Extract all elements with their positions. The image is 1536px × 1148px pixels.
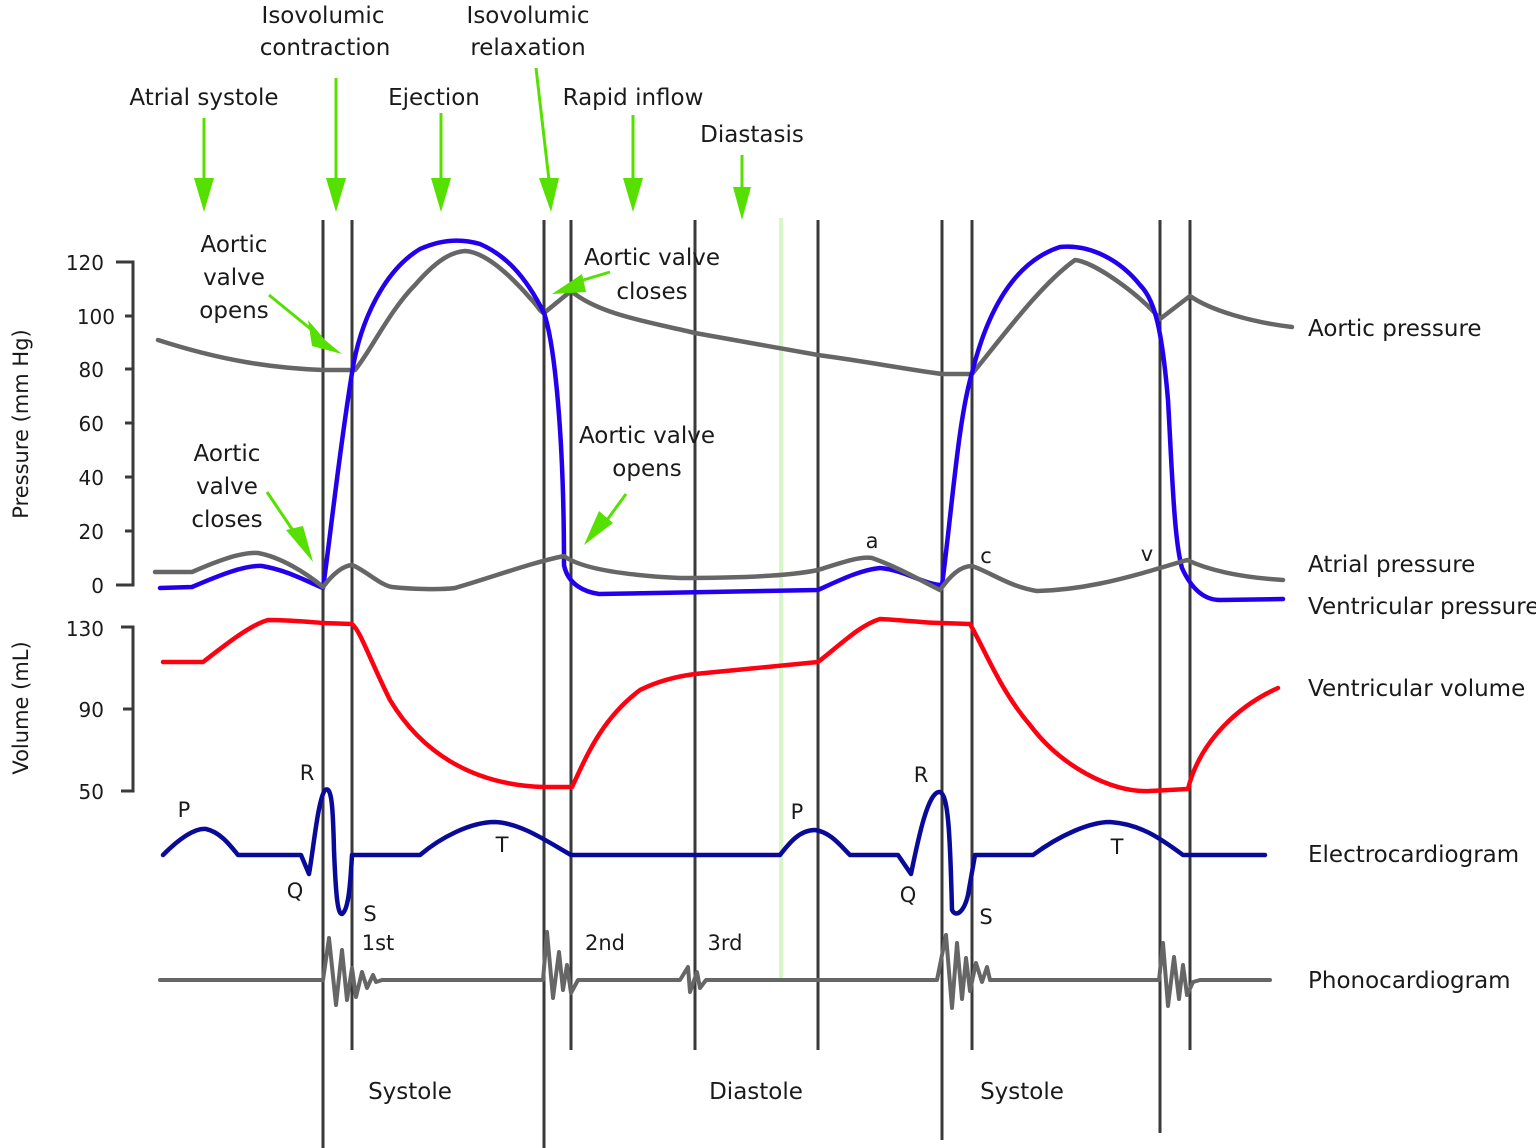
arrow-icon	[552, 270, 611, 294]
aortic-valve-closes-mid-line2: closes	[616, 279, 687, 305]
legend-ventricular-pressure: Ventricular pressure	[1308, 594, 1536, 620]
phase-isovolumic-relaxation-line1: Isovolumic	[467, 3, 590, 29]
ecg-p-wave-1: P	[178, 798, 191, 822]
pressure-tick-80: 80	[79, 358, 104, 382]
electrocardiogram-curve	[160, 787, 1268, 917]
atrial-wave-c: c	[980, 544, 992, 568]
phase-isovolumic-contraction-line1: Isovolumic	[262, 3, 385, 29]
phase-rapid-inflow: Rapid inflow	[563, 85, 704, 111]
aortic-valve-closes-left-line2: valve	[196, 474, 258, 500]
aortic-valve-closes-left-line3: closes	[191, 507, 262, 533]
arrow-down-icon	[194, 118, 214, 212]
cycle-phase-labels: Systole Diastole Systole	[368, 1079, 1064, 1105]
volume-tick-50: 50	[79, 780, 104, 804]
phase-isovolumic-relaxation-line2: relaxation	[470, 35, 585, 61]
legend-phonocardiogram: Phonocardiogram	[1308, 968, 1511, 994]
ecg-s-wave-1: S	[363, 902, 376, 926]
ecg-t-wave-2: T	[1110, 835, 1124, 859]
phase-atrial-systole: Atrial systole	[129, 85, 278, 111]
pressure-tick-20: 20	[79, 520, 104, 544]
phonocardiogram-curve	[158, 930, 1272, 1010]
arrow-down-icon	[534, 67, 559, 212]
aortic-pressure-curve	[155, 248, 1295, 377]
legend-atrial-pressure: Atrial pressure	[1308, 552, 1475, 578]
arrow-down-icon	[733, 155, 751, 220]
arrow-icon	[584, 493, 628, 545]
atrial-wave-a: a	[866, 529, 879, 553]
phase-labels: Atrial systole Isovolumic contraction Ej…	[129, 3, 803, 148]
pressure-axis-title: Pressure (mm Hg)	[9, 329, 33, 518]
valve-annotation-arrows	[265, 270, 628, 562]
arrow-icon	[265, 491, 313, 562]
aortic-valve-opens-mid-line1: Aortic valve	[579, 423, 715, 449]
aortic-valve-opens-top-line2: valve	[203, 265, 265, 291]
pressure-tick-0: 0	[91, 574, 104, 598]
ecg-q-wave-1: Q	[287, 879, 304, 903]
atrial-pressure-curve	[152, 550, 1286, 594]
legend-ventricular-volume: Ventricular volume	[1308, 676, 1525, 702]
arrow-down-icon	[431, 113, 451, 212]
legend-electrocardiogram: Electrocardiogram	[1308, 842, 1519, 868]
volume-tick-130: 130	[66, 617, 104, 641]
pressure-tick-40: 40	[79, 466, 104, 490]
pressure-tick-100: 100	[77, 305, 115, 329]
aortic-valve-opens-mid-line2: opens	[612, 456, 681, 482]
heart-sound-1st: 1st	[362, 931, 395, 955]
volume-axis: 130 90 50 Volume (mL)	[9, 617, 135, 804]
aortic-valve-opens-top-line3: opens	[199, 298, 268, 324]
event-divider-lines	[321, 220, 1192, 1148]
volume-axis-title: Volume (mL)	[9, 641, 33, 774]
phase-isovolumic-contraction-line2: contraction	[260, 35, 391, 61]
pressure-tick-60: 60	[79, 412, 104, 436]
cycle-systole-1: Systole	[368, 1079, 452, 1105]
legend: Aortic pressure Atrial pressure Ventricu…	[1308, 316, 1536, 994]
phase-diastasis: Diastasis	[700, 122, 804, 148]
ventricular-pressure-curve	[157, 238, 1286, 603]
ecg-s-wave-2: S	[979, 905, 992, 929]
cycle-systole-2: Systole	[980, 1079, 1064, 1105]
aortic-valve-opens-top-line1: Aortic	[201, 232, 268, 258]
ecg-p-wave-2: P	[791, 800, 804, 824]
pressure-tick-120: 120	[66, 251, 104, 275]
atrial-wave-labels: a c v	[866, 529, 1154, 568]
valve-annotation-text: Aortic valve opens Aortic valve closes A…	[191, 232, 720, 533]
cycle-diastole: Diastole	[709, 1079, 803, 1105]
ecg-t-wave-1: T	[495, 833, 509, 857]
ecg-q-wave-2: Q	[900, 883, 917, 907]
ecg-r-wave-1: R	[300, 761, 315, 785]
heart-sound-2nd: 2nd	[585, 931, 625, 955]
heart-sound-3rd: 3rd	[708, 931, 743, 955]
ventricular-volume-curve	[160, 616, 1281, 794]
pressure-axis: 120 100 80 60 40 20 0 Pressure (mm Hg)	[9, 251, 135, 598]
ecg-r-wave-2: R	[914, 763, 929, 787]
atrial-wave-v: v	[1141, 542, 1153, 566]
volume-tick-90: 90	[79, 698, 104, 722]
arrow-icon	[268, 293, 342, 354]
aortic-valve-closes-left-line1: Aortic	[194, 441, 261, 467]
phase-ejection: Ejection	[388, 85, 480, 111]
heart-sound-labels: 1st 2nd 3rd	[362, 931, 743, 955]
legend-aortic-pressure: Aortic pressure	[1308, 316, 1482, 342]
ecg-wave-labels: P Q R S T P Q R S T	[178, 761, 1124, 929]
arrow-down-icon	[623, 115, 643, 212]
aortic-valve-closes-mid-line1: Aortic valve	[584, 245, 720, 271]
phase-arrows	[194, 67, 751, 220]
arrow-down-icon	[326, 78, 346, 212]
